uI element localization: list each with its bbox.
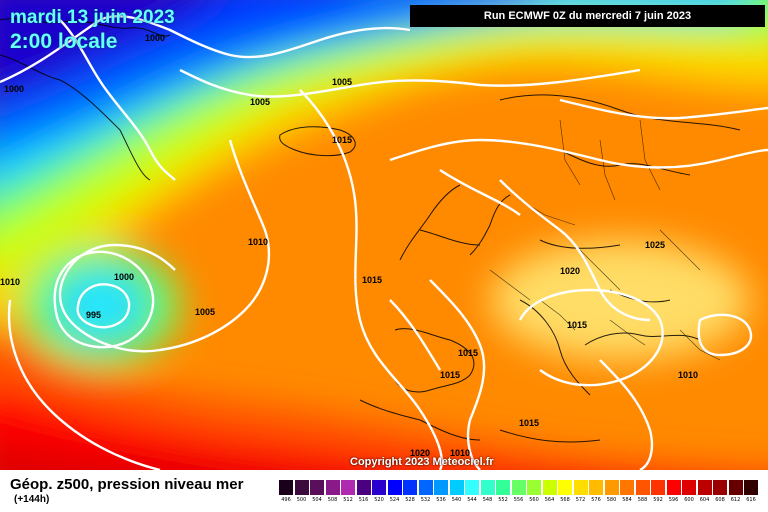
scale-swatch: [682, 480, 696, 495]
forecast-local-time: 2:00 locale: [10, 30, 118, 53]
scale-label: 600: [684, 497, 694, 503]
isobar-label: 1015: [458, 348, 479, 358]
isobar-label: 1000: [145, 33, 166, 43]
scale-label: 604: [699, 497, 710, 503]
isobar-label: 1015: [362, 275, 383, 285]
scale-label: 496: [281, 497, 291, 503]
scale-swatch: [310, 480, 324, 495]
scale-swatch: [666, 480, 681, 495]
scale-label: 572: [575, 497, 586, 503]
scale-label: 596: [668, 497, 679, 503]
isobar-label: 1020: [410, 448, 431, 458]
scale-swatch: [496, 480, 510, 495]
scale-label: 516: [358, 497, 369, 503]
scale-swatch: [449, 480, 464, 495]
scale-label: 556: [513, 497, 524, 503]
scale-swatch: [434, 480, 448, 495]
isobar-label: 1010: [0, 277, 21, 287]
isobars: [0, 15, 768, 470]
scale-swatch: [697, 480, 712, 495]
scale-label: 608: [715, 497, 725, 503]
isobar-label: 1015: [332, 135, 353, 145]
isobar-label: 1010: [248, 237, 269, 247]
geopotential-field: [0, 0, 768, 470]
scale-swatch: [589, 480, 603, 495]
isobar-label: 1015: [440, 370, 461, 380]
scale-swatch: [418, 480, 433, 495]
map-canvas: [0, 0, 768, 470]
scale-swatch: [604, 480, 619, 495]
scale-swatch: [713, 480, 727, 495]
scale-swatch: [728, 480, 743, 495]
legend-title: Géop. z500, pression niveau mer: [10, 476, 244, 493]
scale-label: 536: [436, 497, 446, 503]
scale-label: 520: [374, 497, 384, 503]
scale-swatch: [403, 480, 417, 495]
isobar-label: 1015: [519, 418, 540, 428]
scale-swatch: [651, 480, 665, 495]
isobar-label: 1000: [4, 84, 25, 94]
scale-label: 508: [327, 497, 338, 503]
scale-swatch: [558, 480, 572, 495]
scale-label: 532: [420, 497, 431, 503]
scale-swatch: [356, 480, 371, 495]
scale-label: 592: [653, 497, 663, 503]
scale-label: 616: [746, 497, 756, 503]
scale-label: 560: [529, 497, 539, 503]
scale-swatch: [325, 480, 340, 495]
scale-label: 588: [637, 497, 648, 503]
scale-swatch: [542, 480, 557, 495]
scale-label: 544: [467, 497, 477, 503]
copyright-notice: Copyright 2023 Meteociel.fr: [350, 456, 494, 468]
borders: [489, 119, 721, 361]
scale-label: 612: [730, 497, 741, 503]
isobar-label: 995: [86, 310, 102, 320]
scale-swatch: [294, 480, 309, 495]
scale-swatch: [372, 480, 386, 495]
scale-label: 528: [405, 497, 415, 503]
scale-label: 540: [451, 497, 462, 503]
run-info-banner: Run ECMWF 0Z du mercredi 7 juin 2023: [410, 5, 765, 27]
isobar-label: 1005: [195, 307, 216, 317]
scale-label: 504: [312, 497, 322, 503]
scale-swatch: [465, 480, 479, 495]
scale-swatch: [744, 480, 758, 495]
scale-label: 580: [606, 497, 617, 503]
scale-swatch: [511, 480, 526, 495]
isobar-label: 1020: [560, 266, 581, 276]
isobar-label: 1005: [250, 97, 271, 107]
scale-label: 584: [622, 497, 632, 503]
isobar-label: 1005: [332, 77, 353, 87]
lead-time: (+144h): [14, 494, 50, 505]
scale-swatch: [387, 480, 402, 495]
scale-label: 512: [343, 497, 353, 503]
scale-swatch: [527, 480, 541, 495]
isobar-label: 1015: [567, 320, 588, 330]
scale-swatch: [341, 480, 355, 495]
isobar-label: 1010: [678, 370, 699, 380]
scale-swatch: [573, 480, 588, 495]
scale-label: 552: [498, 497, 508, 503]
scale-label: 576: [591, 497, 601, 503]
scale-label: 524: [389, 497, 400, 503]
legend-footer: Géop. z500, pression niveau mer (+144h) …: [0, 470, 768, 512]
isobar-label: 1010: [450, 448, 471, 458]
weather-map: mardi 13 juin 2023 2:00 locale Run ECMWF…: [0, 0, 768, 470]
scale-swatch: [635, 480, 650, 495]
scale-swatch: [620, 480, 634, 495]
isobar-label: 1000: [114, 272, 135, 282]
scale-label: 568: [560, 497, 570, 503]
forecast-date: mardi 13 juin 2023: [10, 7, 175, 28]
scale-swatch: [480, 480, 495, 495]
scale-label: 500: [296, 497, 307, 503]
scale-label: 548: [482, 497, 493, 503]
scale-label: 564: [544, 497, 555, 503]
scale-swatch: [279, 480, 293, 495]
isobar-label: 1025: [645, 240, 666, 250]
